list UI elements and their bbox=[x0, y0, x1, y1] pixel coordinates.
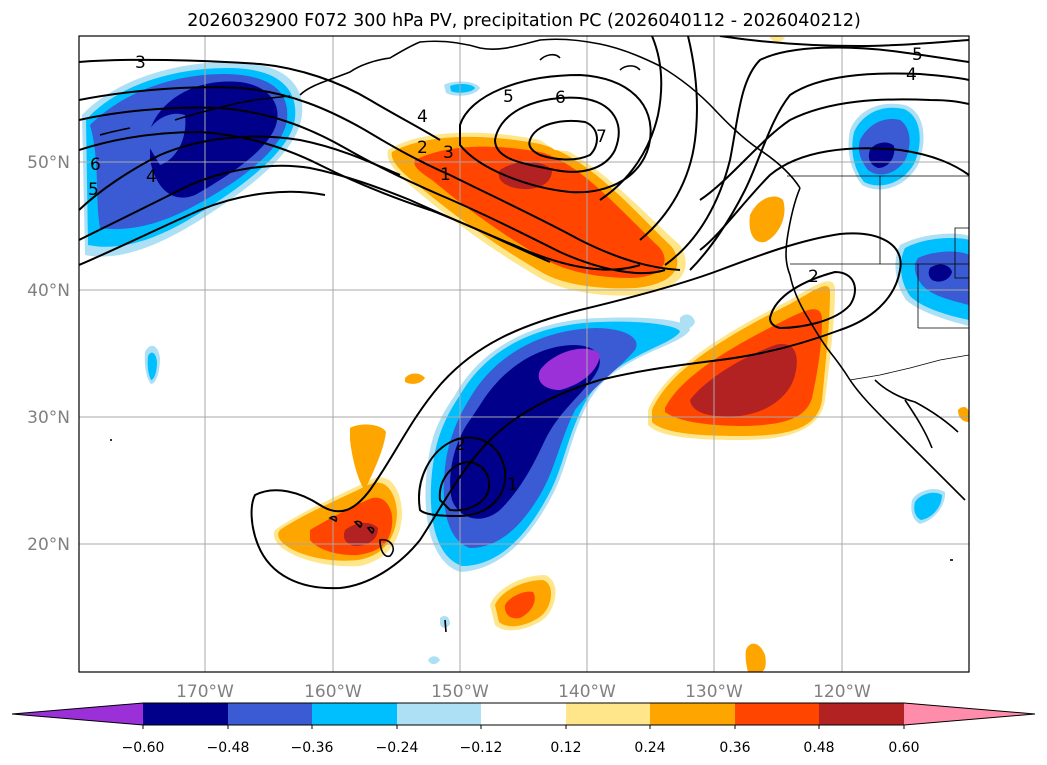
colorbar-cell bbox=[481, 703, 566, 725]
pv-contour bbox=[250, 232, 902, 590]
pv-contour bbox=[664, 46, 969, 266]
pv-contours bbox=[79, 36, 969, 590]
contour-label: 4 bbox=[417, 107, 428, 127]
contour-label: 6 bbox=[555, 88, 566, 108]
contour-label: 7 bbox=[596, 127, 607, 147]
lon-label-150w: 150°W bbox=[431, 682, 489, 702]
contour-label: 5 bbox=[503, 87, 514, 107]
contour-label: 5 bbox=[912, 45, 923, 65]
longitude-labels: 170°W 160°W 150°W 140°W 130°W 120°W bbox=[176, 682, 871, 702]
contour-label: 2 bbox=[808, 267, 819, 287]
pv-contour bbox=[79, 58, 441, 141]
political-borders bbox=[787, 175, 969, 381]
map-title: 2026032900 F072 300 hPa PV, precipitatio… bbox=[187, 11, 861, 31]
colorbar-cells bbox=[11, 702, 1036, 729]
contour-label: 4 bbox=[146, 167, 157, 187]
colorbar-tick-label: 0.48 bbox=[803, 740, 834, 756]
contour-label: 1 bbox=[440, 165, 451, 185]
contour-label: 3 bbox=[135, 53, 146, 73]
pv-contour bbox=[493, 96, 620, 173]
contour-label: 1 bbox=[507, 475, 518, 495]
colorbar-extend-max bbox=[904, 703, 1035, 725]
contour-label: 2 bbox=[417, 138, 428, 158]
pv-contour bbox=[639, 36, 699, 241]
lat-label-50n: 50°N bbox=[27, 153, 70, 173]
colorbar-cell bbox=[566, 703, 650, 725]
lon-label-140w: 140°W bbox=[558, 682, 616, 702]
colorbar-cell bbox=[735, 703, 819, 725]
contour-label: 5 bbox=[88, 180, 99, 200]
pv-contour bbox=[599, 36, 663, 201]
map-panel: 3 5 6 7 4 2 3 1 5 6 4 5 4 2 2 1 bbox=[79, 36, 969, 672]
pv-contour bbox=[79, 190, 326, 266]
map-frame bbox=[78, 35, 970, 673]
colorbar-tick-label: 0.60 bbox=[888, 740, 919, 756]
pv-contour bbox=[79, 86, 681, 271]
latitude-labels: 50°N 40°N 30°N 20°N bbox=[27, 153, 70, 555]
contour-label: 6 bbox=[90, 155, 101, 175]
colorbar-tick-label: −0.60 bbox=[122, 740, 165, 756]
colorbar-ticks: −0.60 −0.48 −0.36 −0.24 −0.12 0.12 0.24 … bbox=[122, 740, 920, 756]
lat-label-30n: 30°N bbox=[27, 408, 70, 428]
lon-label-160w: 160°W bbox=[304, 682, 362, 702]
pv-contour bbox=[418, 436, 507, 518]
colorbar-cell bbox=[228, 703, 312, 725]
contour-label: 3 bbox=[443, 143, 454, 163]
pv-contour bbox=[768, 270, 856, 330]
contour-label: 4 bbox=[906, 65, 917, 85]
pv-contour bbox=[79, 135, 401, 211]
colorbar: −0.60 −0.48 −0.36 −0.24 −0.12 0.12 0.24 … bbox=[11, 702, 1036, 756]
contour-label-group: 3 5 6 7 4 2 3 1 5 6 4 5 4 2 2 1 bbox=[88, 45, 923, 495]
pv-contour bbox=[699, 98, 969, 201]
colorbar-tick-label: 0.24 bbox=[634, 740, 665, 756]
lat-label-40n: 40°N bbox=[27, 281, 70, 301]
contour-label: 2 bbox=[455, 435, 466, 455]
pv-contour bbox=[528, 119, 598, 161]
colorbar-tick-label: −0.48 bbox=[207, 740, 250, 756]
lat-label-20n: 20°N bbox=[27, 535, 70, 555]
colorbar-tick-label: 0.12 bbox=[550, 740, 581, 756]
colorbar-cell bbox=[650, 703, 735, 725]
colorbar-cell bbox=[819, 703, 904, 725]
lon-label-170w: 170°W bbox=[176, 682, 234, 702]
coastlines bbox=[99, 38, 966, 633]
pv-contour bbox=[438, 460, 490, 512]
colorbar-tick-label: −0.24 bbox=[376, 740, 419, 756]
pv-contour bbox=[689, 72, 969, 271]
lon-label-130w: 130°W bbox=[685, 682, 743, 702]
colorbar-extend-min bbox=[12, 703, 143, 725]
colorbar-cell bbox=[312, 703, 397, 725]
colorbar-tick-label: 0.36 bbox=[719, 740, 750, 756]
pv-contour bbox=[699, 147, 969, 251]
pv-contour bbox=[719, 36, 969, 48]
colorbar-tick-label: −0.12 bbox=[460, 740, 503, 756]
pv-contour bbox=[79, 164, 641, 271]
colorbar-cell bbox=[143, 703, 228, 725]
colorbar-tick-label: −0.36 bbox=[291, 740, 334, 756]
colorbar-cell bbox=[397, 703, 481, 725]
pv-contour bbox=[79, 106, 666, 275]
lon-label-120w: 120°W bbox=[813, 682, 871, 702]
